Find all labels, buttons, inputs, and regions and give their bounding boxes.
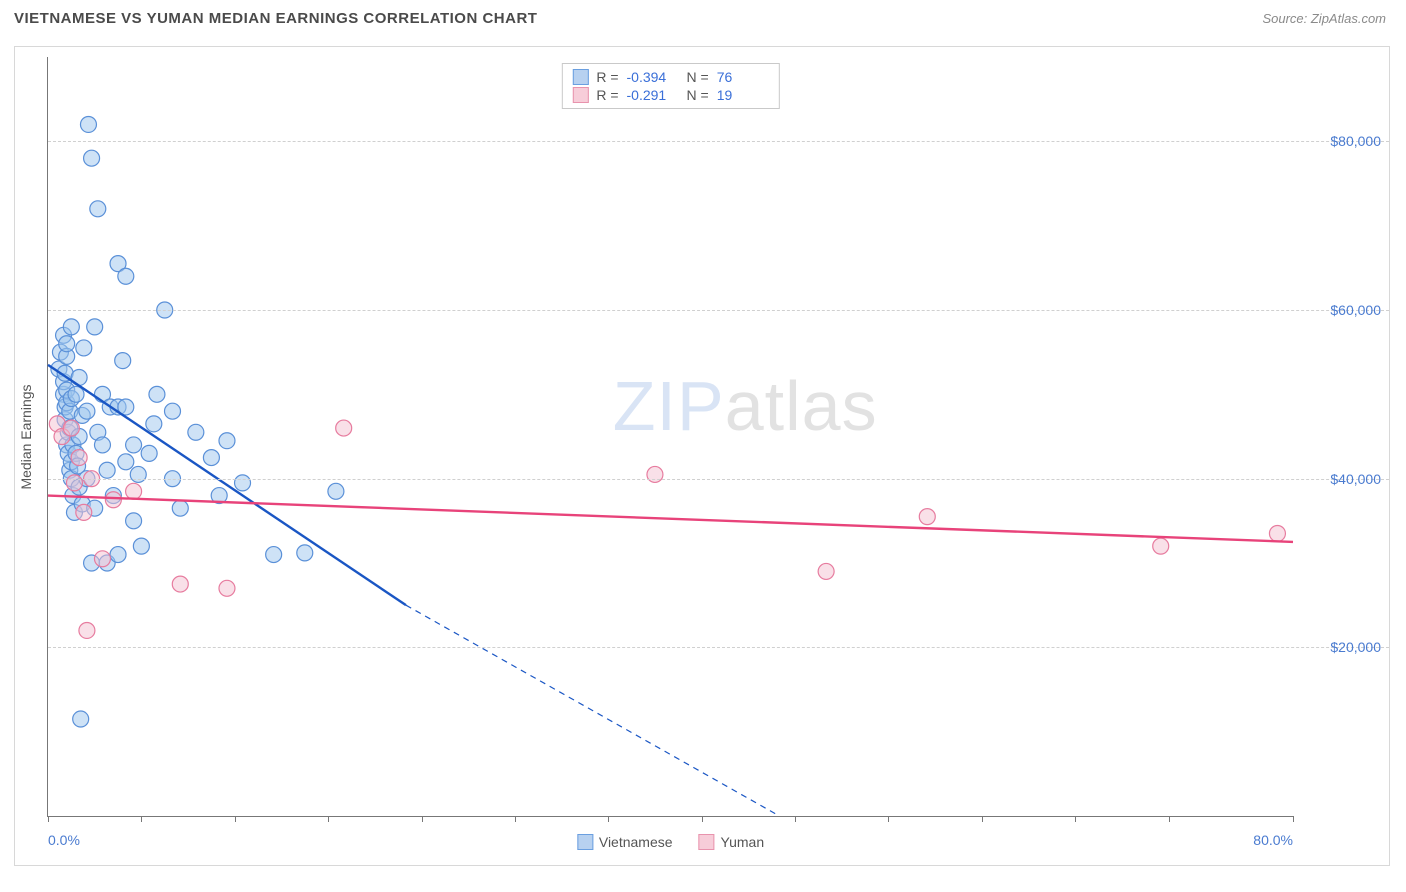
scatter-point xyxy=(188,424,204,440)
corr-swatch-0 xyxy=(572,69,588,85)
scatter-point xyxy=(165,403,181,419)
scatter-point xyxy=(647,466,663,482)
scatter-point xyxy=(126,483,142,499)
corr-n-label-0: N = xyxy=(687,69,709,85)
scatter-point xyxy=(94,437,110,453)
scatter-point xyxy=(126,437,142,453)
scatter-point xyxy=(235,475,251,491)
scatter-point xyxy=(203,450,219,466)
corr-n-1: 19 xyxy=(717,87,769,103)
scatter-point xyxy=(79,403,95,419)
scatter-point xyxy=(126,513,142,529)
x-tick-label: 0.0% xyxy=(48,832,80,848)
scatter-point xyxy=(105,492,121,508)
scatter-point xyxy=(66,475,82,491)
scatter-point xyxy=(328,483,344,499)
scatter-point xyxy=(63,319,79,335)
scatter-point xyxy=(172,576,188,592)
scatter-point xyxy=(141,445,157,461)
legend-label-1: Yuman xyxy=(721,834,765,850)
scatter-point xyxy=(79,622,95,638)
scatter-point xyxy=(118,454,134,470)
corr-swatch-1 xyxy=(572,87,588,103)
scatter-point xyxy=(130,466,146,482)
chart-title: VIETNAMESE VS YUMAN MEDIAN EARNINGS CORR… xyxy=(14,10,537,27)
scatter-point xyxy=(266,547,282,563)
corr-n-0: 76 xyxy=(717,69,769,85)
scatter-point xyxy=(80,116,96,132)
corr-row-0: R = -0.394 N = 76 xyxy=(572,68,768,86)
scatter-point xyxy=(146,416,162,432)
scatter-point xyxy=(1269,525,1285,541)
x-tick xyxy=(235,816,236,822)
scatter-point xyxy=(818,563,834,579)
scatter-point xyxy=(94,551,110,567)
trend-line xyxy=(48,496,1293,542)
corr-row-1: R = -0.291 N = 19 xyxy=(572,86,768,104)
gridline xyxy=(48,141,1389,142)
x-tick xyxy=(328,816,329,822)
scatter-point xyxy=(90,201,106,217)
corr-r-label-1: R = xyxy=(596,87,618,103)
x-tick xyxy=(1169,816,1170,822)
x-tick xyxy=(608,816,609,822)
scatter-point xyxy=(336,420,352,436)
scatter-point xyxy=(219,580,235,596)
x-tick-label: 80.0% xyxy=(1253,832,1293,848)
scatter-point xyxy=(59,336,75,352)
scatter-point xyxy=(76,504,92,520)
x-tick xyxy=(795,816,796,822)
scatter-point xyxy=(919,509,935,525)
gridline xyxy=(48,310,1389,311)
x-tick xyxy=(422,816,423,822)
y-tick-label: $80,000 xyxy=(1330,133,1381,149)
scatter-point xyxy=(63,420,79,436)
x-tick xyxy=(702,816,703,822)
x-tick xyxy=(1075,816,1076,822)
scatter-point xyxy=(87,319,103,335)
legend: Vietnamese Yuman xyxy=(577,834,764,850)
scatter-point xyxy=(73,711,89,727)
legend-swatch-1 xyxy=(699,834,715,850)
scatter-point xyxy=(115,353,131,369)
x-tick xyxy=(888,816,889,822)
legend-item-1: Yuman xyxy=(699,834,765,850)
scatter-point xyxy=(71,450,87,466)
scatter-point xyxy=(172,500,188,516)
scatter-point xyxy=(84,150,100,166)
x-tick xyxy=(1293,816,1294,822)
corr-r-label-0: R = xyxy=(596,69,618,85)
legend-swatch-0 xyxy=(577,834,593,850)
y-axis-title: Median Earnings xyxy=(18,384,34,489)
scatter-point xyxy=(110,547,126,563)
chart-container: Median Earnings ZIPatlas R = -0.394 N = … xyxy=(14,46,1390,866)
corr-r-0: -0.394 xyxy=(627,69,679,85)
plot-area: Median Earnings ZIPatlas R = -0.394 N = … xyxy=(47,57,1293,817)
source-label: Source: ZipAtlas.com xyxy=(1262,11,1386,26)
scatter-point xyxy=(297,545,313,561)
scatter-point xyxy=(219,433,235,449)
x-tick xyxy=(48,816,49,822)
scatter-point xyxy=(76,340,92,356)
corr-n-label-1: N = xyxy=(687,87,709,103)
scatter-point xyxy=(118,268,134,284)
scatter-point xyxy=(149,386,165,402)
x-tick xyxy=(515,816,516,822)
gridline xyxy=(48,479,1389,480)
y-tick-label: $40,000 xyxy=(1330,471,1381,487)
gridline xyxy=(48,647,1389,648)
correlation-box: R = -0.394 N = 76 R = -0.291 N = 19 xyxy=(561,63,779,109)
trend-line-dashed xyxy=(406,605,780,816)
x-tick xyxy=(982,816,983,822)
plot-svg xyxy=(48,57,1293,816)
scatter-point xyxy=(133,538,149,554)
legend-item-0: Vietnamese xyxy=(577,834,673,850)
x-tick xyxy=(141,816,142,822)
corr-r-1: -0.291 xyxy=(627,87,679,103)
y-tick-label: $20,000 xyxy=(1330,639,1381,655)
legend-label-0: Vietnamese xyxy=(599,834,673,850)
scatter-point xyxy=(1153,538,1169,554)
y-tick-label: $60,000 xyxy=(1330,302,1381,318)
scatter-point xyxy=(99,462,115,478)
